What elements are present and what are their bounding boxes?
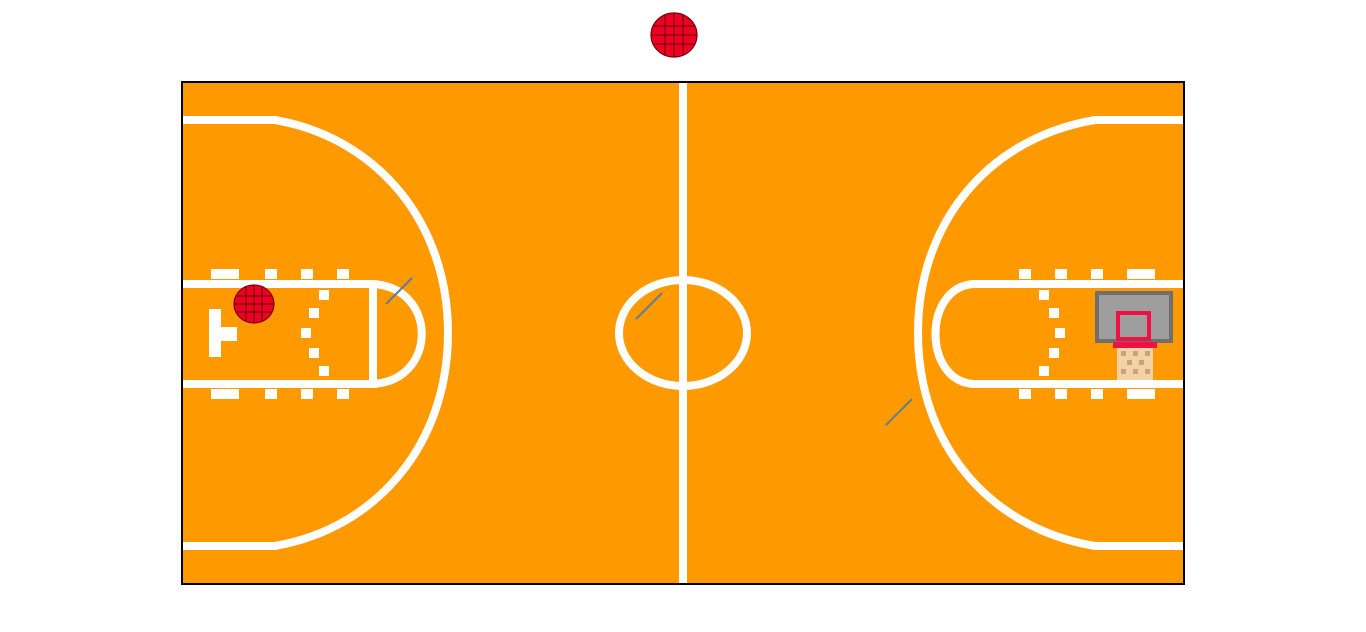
left-three-point-line: [183, 116, 453, 550]
court-lines: [183, 83, 1183, 583]
left-hoop-marker: [209, 309, 237, 357]
aim-marker-right: [885, 398, 913, 426]
aim-marker-center: [635, 292, 663, 320]
left-lane: [183, 280, 377, 388]
right-lane: [931, 280, 1183, 388]
right-hoop-basketball-hoop-icon[interactable]: [1095, 291, 1173, 380]
right-lane-marks: [1019, 269, 1155, 399]
backboard-square: [1116, 311, 1151, 341]
left-free-throw-arc: [372, 280, 426, 388]
player-ball-basketball-icon[interactable]: [233, 284, 275, 324]
basketball-court[interactable]: [181, 81, 1185, 585]
right-three-point-line: [913, 116, 1183, 550]
left-lane-marks: [211, 269, 349, 399]
spare-ball-basketball-icon[interactable]: [650, 12, 698, 58]
backboard: [1095, 291, 1173, 343]
rim: [1113, 342, 1157, 348]
center-circle: [615, 276, 751, 390]
aim-marker-left: [385, 277, 413, 305]
aim-markers: [385, 277, 913, 426]
